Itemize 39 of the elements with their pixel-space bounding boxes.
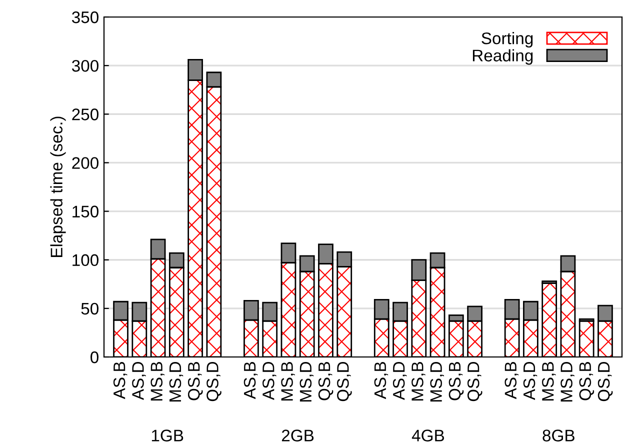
x-tick-label: MS,D <box>169 362 184 402</box>
x-tick-label: AS,D <box>523 362 538 400</box>
x-tick-label: QS,B <box>579 362 594 400</box>
x-tick-label: MS,B <box>412 362 426 401</box>
x-tick-label: QS,B <box>318 362 334 400</box>
x-tick-label: MS,D <box>560 362 574 402</box>
x-tick-label: MS,D <box>300 362 314 402</box>
text: 2GB <box>282 430 314 442</box>
y-axis-title: Elapsed time (sec.) <box>50 116 66 257</box>
y-tick-label: 350 <box>72 11 98 24</box>
y-tick-label: 50 <box>81 302 98 315</box>
y-tick-label: 250 <box>72 108 98 120</box>
x-tick-label: AS,B <box>504 362 519 400</box>
x-tick-label: QS,B <box>188 362 203 400</box>
y-tick-label: 300 <box>72 60 98 72</box>
x-tick-label: AS,D <box>262 362 276 400</box>
x-tick-label: QS,B <box>448 362 464 400</box>
x-tick-label: QS,D <box>598 362 613 402</box>
x-tick-label: MS,D <box>430 362 444 402</box>
x-tick-label: AS,B <box>374 362 388 400</box>
text: 1GB <box>152 430 184 442</box>
y-tick-label: 0 <box>90 351 98 364</box>
y-tick-label: 200 <box>72 157 98 169</box>
y-tick-label: 100 <box>72 254 98 266</box>
x-tick-label: AS,D <box>392 362 407 400</box>
x-tick-label: AS,B <box>113 362 128 400</box>
text: 4GB <box>412 430 444 442</box>
x-tick-label: AS,D <box>132 362 146 400</box>
x-tick-label: MS,B <box>281 362 295 401</box>
y-tick-label: 150 <box>72 206 98 218</box>
legend-label: Reading <box>472 49 533 65</box>
x-tick-label: MS,B <box>542 362 556 401</box>
x-tick-label: QS,D <box>467 362 482 402</box>
x-tick-label: AS,B <box>244 362 258 400</box>
text: 8GB <box>542 430 574 442</box>
x-tick-label: MS,B <box>150 362 164 401</box>
x-tick-label: QS,D <box>206 362 222 402</box>
legend-label: Sorting <box>482 32 533 48</box>
x-tick-label: QS,D <box>337 362 352 402</box>
